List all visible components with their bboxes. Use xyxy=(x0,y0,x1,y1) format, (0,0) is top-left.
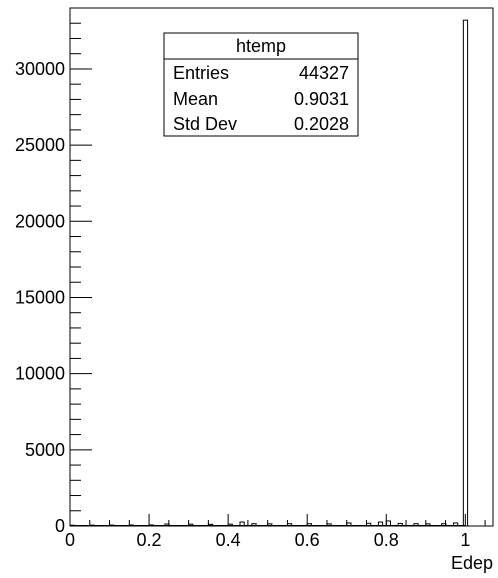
stats-stddev-value: 0.2028 xyxy=(294,114,349,134)
y-tick-label-0: 0 xyxy=(55,516,65,536)
stats-entries-value: 44327 xyxy=(299,63,349,83)
stats-title: htemp xyxy=(236,36,286,56)
histogram-bin-24 xyxy=(462,19,469,527)
x-tick-label-4: 0.8 xyxy=(374,530,399,550)
y-tick-label-1: 5000 xyxy=(25,440,65,460)
x-tick-label-2: 0.4 xyxy=(216,530,241,550)
stats-box-frame xyxy=(163,32,359,137)
x-axis-ticks: 0 0.2 0.4 0.6 0.8 1 xyxy=(65,514,486,550)
stats-stddev-label: Std Dev xyxy=(173,114,237,134)
stats-box: htemp Entries 44327 Mean 0.9031 Std Dev … xyxy=(163,32,359,137)
stats-mean-label: Mean xyxy=(173,89,218,109)
y-axis-ticks: 0 5000 10000 15000 20000 25000 30000 xyxy=(15,22,92,536)
y-tick-label-2: 10000 xyxy=(15,364,65,384)
y-tick-label-3: 15000 xyxy=(15,287,65,307)
x-tick-label-5: 1 xyxy=(460,530,470,550)
x-tick-label-3: 0.6 xyxy=(295,530,320,550)
y-tick-label-6: 30000 xyxy=(15,59,65,79)
y-tick-label-5: 25000 xyxy=(15,135,65,155)
y-tick-label-4: 20000 xyxy=(15,211,65,231)
stats-mean-value: 0.9031 xyxy=(294,89,349,109)
x-axis-title: Edep xyxy=(451,553,493,573)
x-tick-label-1: 0.2 xyxy=(137,530,162,550)
stats-entries-label: Entries xyxy=(173,63,229,83)
x-tick-label-0: 0 xyxy=(65,530,75,550)
